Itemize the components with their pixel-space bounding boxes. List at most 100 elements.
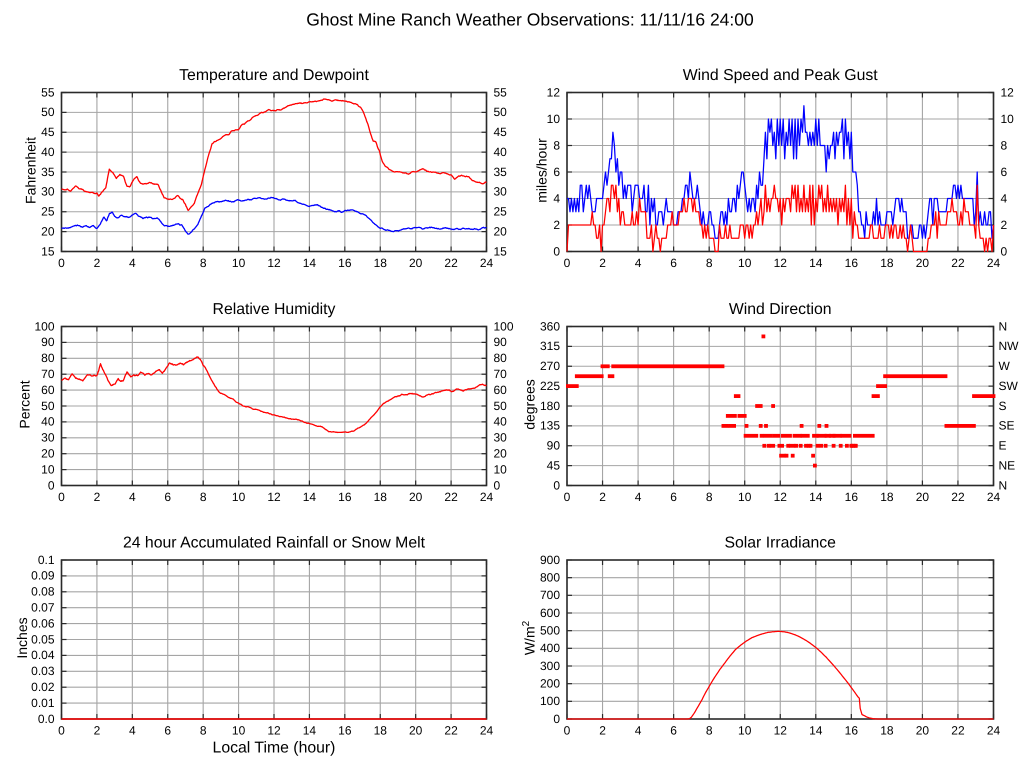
svg-text:4: 4 bbox=[553, 191, 560, 205]
svg-text:2: 2 bbox=[599, 724, 606, 738]
svg-text:8: 8 bbox=[553, 138, 560, 152]
svg-text:90: 90 bbox=[547, 439, 561, 453]
svg-text:135: 135 bbox=[540, 419, 560, 433]
svg-text:700: 700 bbox=[540, 588, 560, 602]
svg-text:22: 22 bbox=[444, 490, 458, 504]
svg-text:6: 6 bbox=[164, 490, 171, 504]
svg-text:0.0: 0.0 bbox=[38, 712, 55, 726]
svg-text:225: 225 bbox=[540, 379, 560, 393]
svg-text:14: 14 bbox=[809, 490, 823, 504]
svg-text:E: E bbox=[999, 439, 1007, 453]
svg-text:100: 100 bbox=[34, 319, 54, 333]
svg-text:2: 2 bbox=[94, 490, 101, 504]
svg-text:22: 22 bbox=[444, 256, 458, 270]
svg-text:W/m2: W/m2 bbox=[521, 620, 538, 655]
svg-text:10: 10 bbox=[1001, 112, 1015, 126]
svg-text:0.08: 0.08 bbox=[31, 585, 55, 599]
svg-text:0: 0 bbox=[58, 256, 65, 270]
svg-text:55: 55 bbox=[494, 85, 508, 99]
svg-text:0.1: 0.1 bbox=[38, 553, 55, 567]
svg-text:8: 8 bbox=[706, 724, 713, 738]
svg-text:0: 0 bbox=[1001, 244, 1008, 258]
svg-text:22: 22 bbox=[951, 724, 965, 738]
svg-text:10: 10 bbox=[232, 490, 246, 504]
svg-text:2: 2 bbox=[599, 256, 606, 270]
svg-text:2: 2 bbox=[599, 490, 606, 504]
svg-text:8: 8 bbox=[706, 256, 713, 270]
svg-text:300: 300 bbox=[540, 659, 560, 673]
svg-text:800: 800 bbox=[540, 571, 560, 585]
svg-text:40: 40 bbox=[494, 415, 508, 429]
svg-text:16: 16 bbox=[845, 256, 859, 270]
svg-text:6: 6 bbox=[164, 724, 171, 738]
svg-text:0: 0 bbox=[564, 256, 571, 270]
svg-text:0.06: 0.06 bbox=[31, 616, 55, 630]
svg-text:0: 0 bbox=[564, 724, 571, 738]
svg-text:14: 14 bbox=[303, 490, 317, 504]
svg-text:30: 30 bbox=[494, 185, 508, 199]
svg-text:12: 12 bbox=[774, 724, 788, 738]
svg-text:Wind Direction: Wind Direction bbox=[729, 301, 832, 318]
svg-text:80: 80 bbox=[41, 351, 55, 365]
svg-text:20: 20 bbox=[409, 724, 423, 738]
svg-text:0: 0 bbox=[553, 712, 560, 726]
svg-text:24 hour Accumulated Rainfall o: 24 hour Accumulated Rainfall or Snow Mel… bbox=[123, 535, 426, 552]
svg-text:W: W bbox=[999, 359, 1011, 373]
svg-text:2: 2 bbox=[94, 256, 101, 270]
svg-text:40: 40 bbox=[494, 145, 508, 159]
svg-text:0.05: 0.05 bbox=[31, 632, 55, 646]
svg-text:8: 8 bbox=[200, 724, 207, 738]
svg-text:25: 25 bbox=[41, 205, 55, 219]
svg-text:14: 14 bbox=[809, 256, 823, 270]
svg-text:18: 18 bbox=[880, 724, 894, 738]
svg-text:18: 18 bbox=[374, 490, 388, 504]
svg-text:S: S bbox=[999, 399, 1007, 413]
svg-text:4: 4 bbox=[635, 256, 642, 270]
svg-text:0: 0 bbox=[553, 244, 560, 258]
svg-text:10: 10 bbox=[738, 490, 752, 504]
svg-text:10: 10 bbox=[41, 462, 55, 476]
svg-text:22: 22 bbox=[951, 490, 965, 504]
svg-text:12: 12 bbox=[267, 256, 281, 270]
svg-text:20: 20 bbox=[494, 447, 508, 461]
svg-text:6: 6 bbox=[670, 256, 677, 270]
svg-text:400: 400 bbox=[540, 641, 560, 655]
svg-text:15: 15 bbox=[494, 244, 508, 258]
svg-text:90: 90 bbox=[494, 335, 508, 349]
svg-text:15: 15 bbox=[41, 244, 55, 258]
svg-text:22: 22 bbox=[444, 724, 458, 738]
svg-text:Ghost Mine Ranch Weather Obser: Ghost Mine Ranch Weather Observations: 1… bbox=[306, 10, 754, 30]
svg-text:0.02: 0.02 bbox=[31, 680, 55, 694]
svg-text:20: 20 bbox=[41, 224, 55, 238]
svg-text:12: 12 bbox=[547, 85, 561, 99]
svg-text:Inches: Inches bbox=[14, 617, 30, 658]
svg-text:12: 12 bbox=[267, 724, 281, 738]
svg-text:NW: NW bbox=[999, 339, 1020, 353]
svg-text:10: 10 bbox=[232, 724, 246, 738]
svg-text:24: 24 bbox=[480, 490, 494, 504]
svg-text:0.04: 0.04 bbox=[31, 648, 55, 662]
svg-text:6: 6 bbox=[164, 256, 171, 270]
svg-text:2: 2 bbox=[94, 724, 101, 738]
svg-text:20: 20 bbox=[916, 490, 930, 504]
svg-text:45: 45 bbox=[547, 458, 561, 472]
svg-text:40: 40 bbox=[41, 145, 55, 159]
svg-text:0: 0 bbox=[58, 724, 65, 738]
svg-text:14: 14 bbox=[809, 724, 823, 738]
svg-text:50: 50 bbox=[494, 399, 508, 413]
svg-text:SE: SE bbox=[999, 419, 1015, 433]
svg-text:50: 50 bbox=[41, 105, 55, 119]
svg-text:45: 45 bbox=[494, 125, 508, 139]
svg-text:Local Time (hour): Local Time (hour) bbox=[213, 740, 336, 757]
svg-text:Fahrenheit: Fahrenheit bbox=[23, 137, 39, 204]
svg-text:14: 14 bbox=[303, 256, 317, 270]
svg-text:4: 4 bbox=[1001, 191, 1008, 205]
svg-text:16: 16 bbox=[338, 256, 352, 270]
svg-text:18: 18 bbox=[880, 256, 894, 270]
svg-text:12: 12 bbox=[774, 490, 788, 504]
svg-text:Percent: Percent bbox=[17, 380, 33, 428]
svg-text:N: N bbox=[999, 478, 1008, 492]
svg-text:20: 20 bbox=[41, 447, 55, 461]
svg-text:70: 70 bbox=[494, 367, 508, 381]
svg-text:0.03: 0.03 bbox=[31, 664, 55, 678]
